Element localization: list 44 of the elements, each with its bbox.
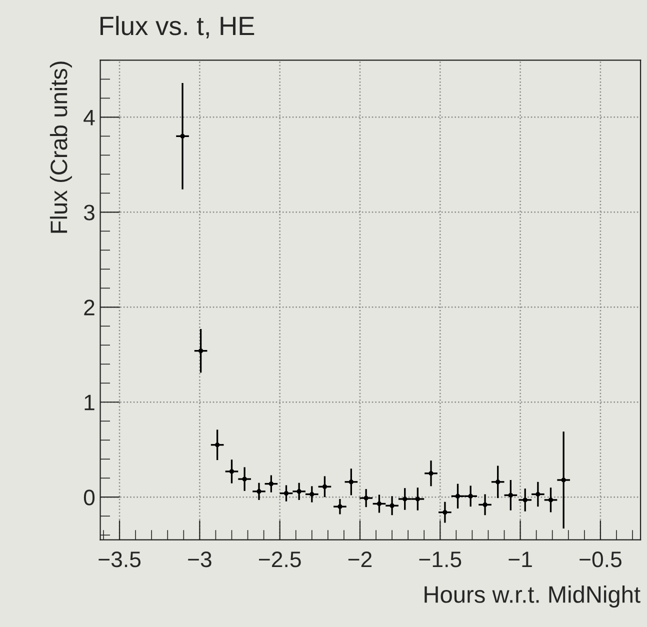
x-tick-label: −2.5 (258, 552, 301, 568)
y-tick-label: 0 (84, 490, 95, 506)
point (402, 496, 408, 502)
point (364, 496, 368, 500)
point (348, 480, 354, 484)
point (242, 476, 247, 482)
x-tick-label: −2 (348, 552, 372, 568)
point (390, 503, 394, 508)
point (428, 471, 434, 476)
x-axis-title: Hours w.r.t. MidNight (424, 586, 640, 608)
point (180, 134, 185, 139)
point (442, 510, 448, 515)
point (548, 498, 554, 502)
y-tick-label: 3 (84, 204, 94, 220)
point (522, 498, 528, 502)
point (198, 348, 204, 354)
point (322, 484, 328, 490)
x-tick-label: −1.5 (419, 552, 462, 568)
point (310, 492, 314, 497)
point (536, 492, 540, 497)
point (376, 501, 382, 506)
point (468, 494, 473, 499)
point (268, 481, 274, 486)
point (561, 478, 566, 482)
y-axis-title: Flux (Crab units) (50, 62, 72, 233)
y-tick-label: 1 (84, 394, 94, 410)
x-tick-label: −1 (508, 552, 532, 568)
x-tick-label: −3.5 (98, 552, 141, 568)
point (229, 469, 234, 474)
point (256, 489, 262, 494)
point (508, 492, 514, 498)
chart-title: Flux vs. t, HE (100, 16, 254, 38)
y-tick-label: 4 (84, 110, 95, 126)
point (296, 489, 302, 494)
point (415, 496, 420, 502)
point (284, 490, 289, 496)
point (214, 442, 220, 448)
point (338, 504, 342, 509)
y-tick-label: 2 (84, 300, 94, 316)
x-tick-label: −3 (188, 552, 212, 568)
point (482, 502, 488, 508)
point (495, 480, 500, 484)
x-tick-label: −0.5 (580, 552, 622, 568)
point (455, 494, 460, 499)
